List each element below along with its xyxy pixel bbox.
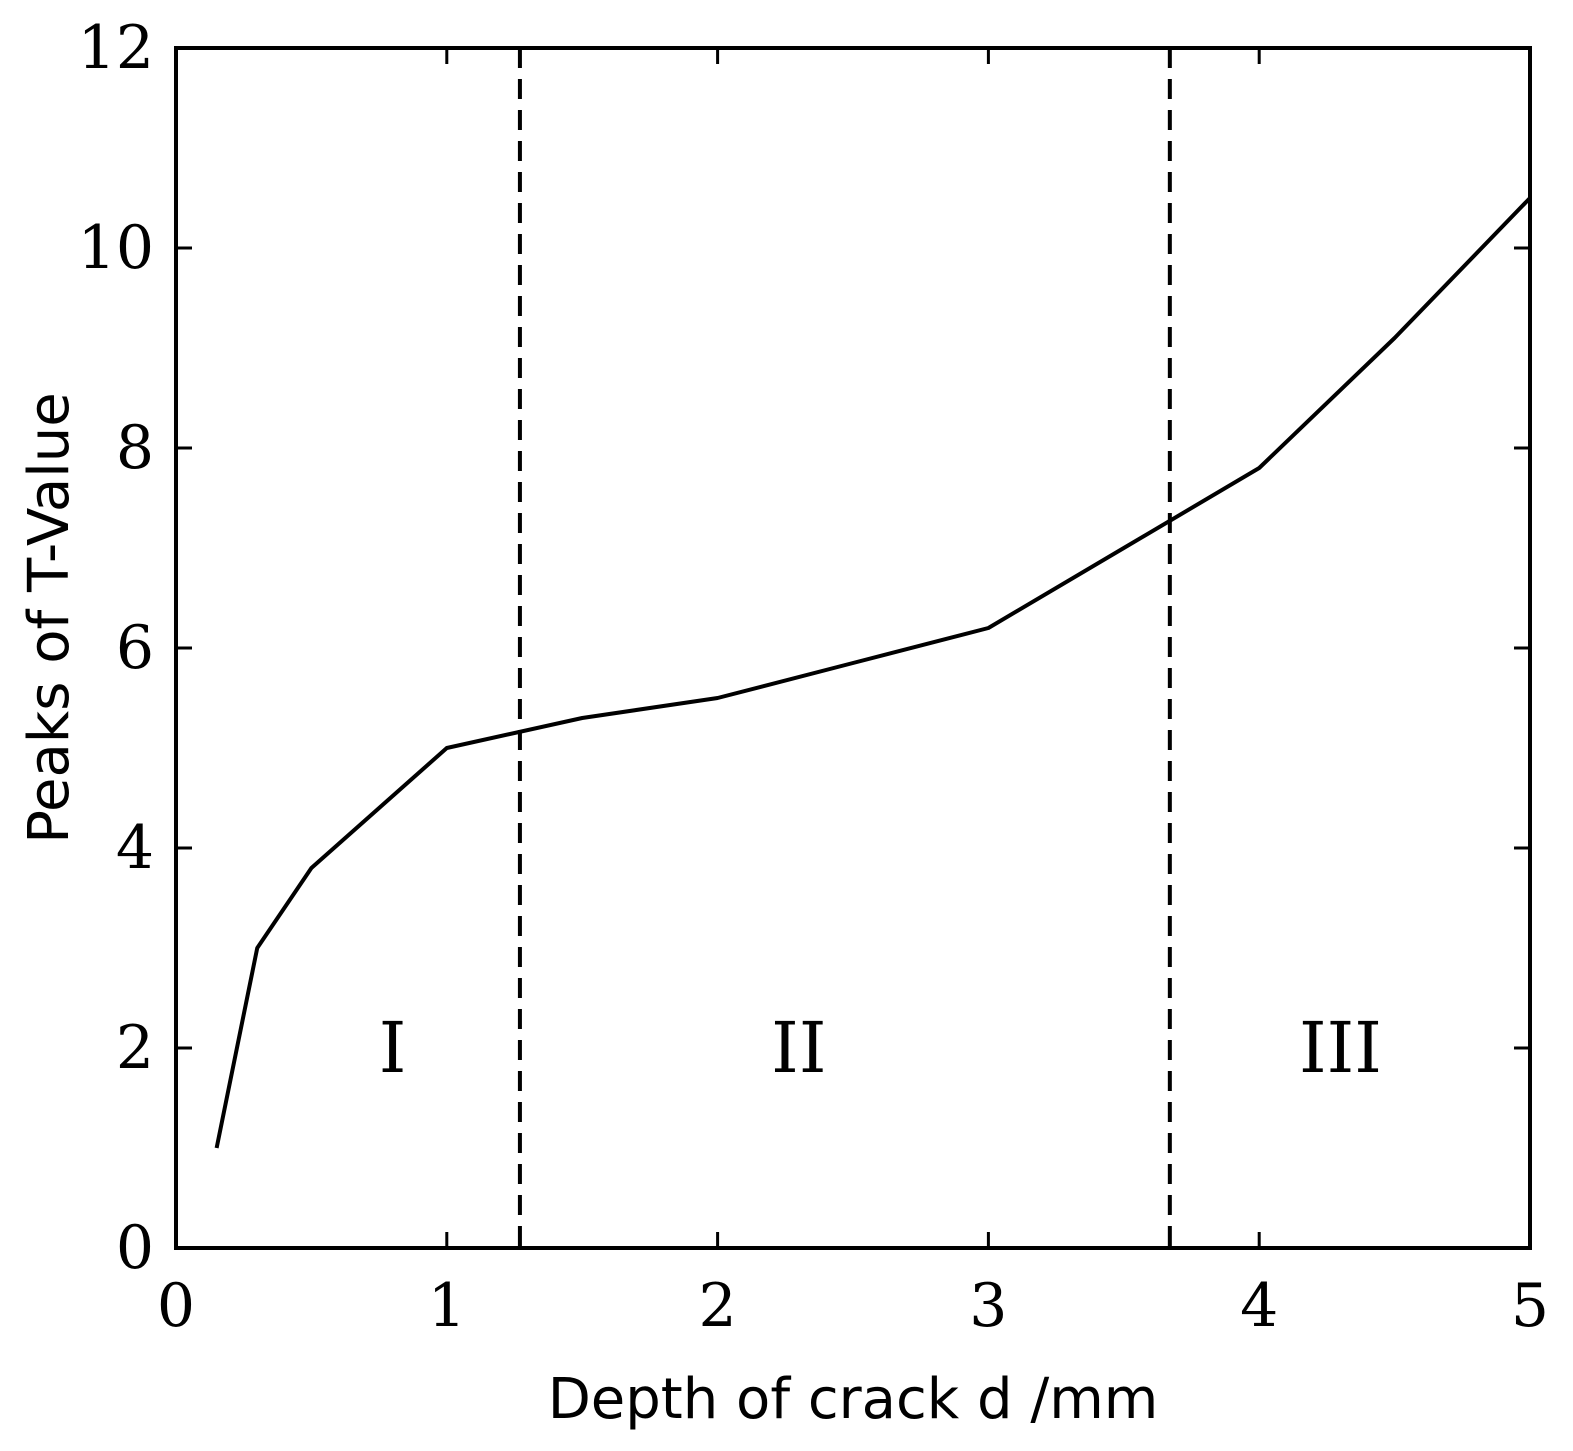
region-label: II bbox=[771, 1007, 826, 1089]
region-label: I bbox=[379, 1007, 407, 1089]
x-tick-label: 5 bbox=[1511, 1271, 1549, 1341]
x-axis-title: Depth of crack d /mm bbox=[548, 1367, 1159, 1432]
y-tick-label: 6 bbox=[116, 613, 154, 683]
plot-area: I II III bbox=[174, 46, 1532, 1250]
y-tick-label: 2 bbox=[116, 1013, 154, 1083]
region-label: III bbox=[1299, 1007, 1382, 1089]
y-tick-label: 12 bbox=[78, 13, 154, 83]
axis-ticks bbox=[174, 46, 1532, 1250]
series-line bbox=[214, 196, 1532, 1149]
y-tick-labels: 0 2 4 6 8 10 12 bbox=[78, 13, 154, 1283]
y-tick-label: 4 bbox=[116, 813, 154, 883]
region-boundaries bbox=[517, 48, 1172, 1248]
y-axis-title: Peaks of T-Value bbox=[17, 392, 82, 844]
x-tick-label: 1 bbox=[428, 1271, 466, 1341]
x-tick-labels: 0 1 2 3 4 5 bbox=[157, 1271, 1549, 1341]
x-tick-label: 0 bbox=[157, 1271, 195, 1341]
y-tick-label: 8 bbox=[116, 413, 154, 483]
x-tick-label: 3 bbox=[969, 1271, 1007, 1341]
data-series bbox=[214, 196, 1532, 1149]
y-tick-label: 0 bbox=[116, 1213, 154, 1283]
x-tick-label: 2 bbox=[699, 1271, 737, 1341]
x-tick-label: 4 bbox=[1240, 1271, 1278, 1341]
y-tick-label: 10 bbox=[78, 213, 154, 283]
region-labels: I II III bbox=[379, 1007, 1382, 1089]
